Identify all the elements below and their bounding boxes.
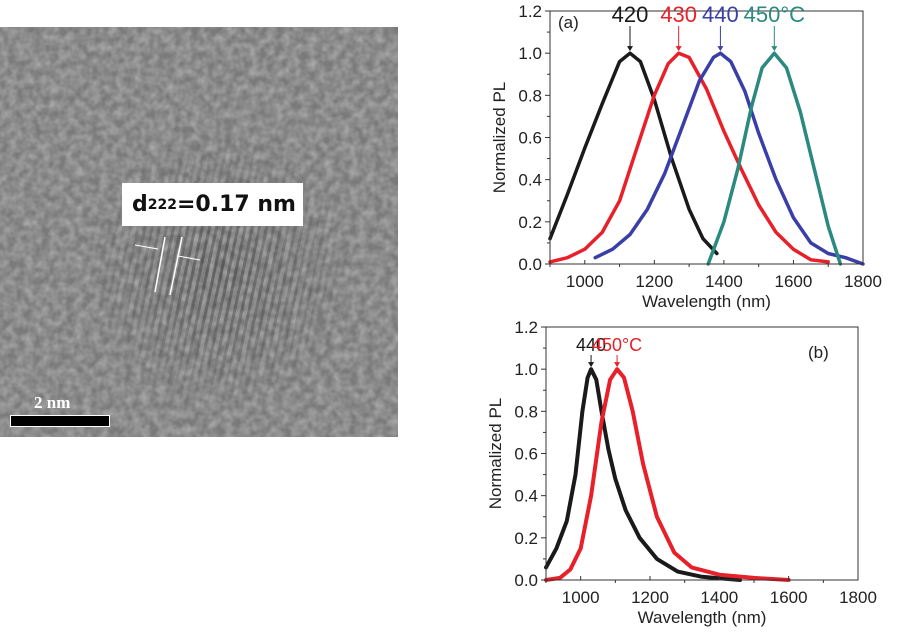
chart-b: 1000 1200 1400 1600 1800 0.0 0.2 0.4 0.6 0.8 1.0 1.… bbox=[486, 318, 877, 627]
y-tick-label: 0.6 bbox=[514, 445, 538, 464]
tem-micrograph: d 222 =0.17 nm 2 nm bbox=[0, 27, 398, 437]
y-tick-label: 1.2 bbox=[514, 318, 538, 337]
peak-annotation-label: 450°C bbox=[592, 335, 642, 355]
arrowhead-icon bbox=[588, 362, 595, 368]
chart-a: 1000 1200 1400 1600 1800 0.0 0.2 0.4 0.6 0.8 1.0 1.… bbox=[490, 2, 882, 311]
y-tick-label: 1.0 bbox=[518, 44, 542, 63]
peak-annotation-label: 440 bbox=[576, 335, 606, 355]
x-tick-label: 1000 bbox=[566, 272, 604, 291]
peak-annotation-label: 440 bbox=[702, 2, 739, 27]
peak-annotation-label: 450°C bbox=[744, 2, 806, 27]
lattice-marker-line bbox=[169, 236, 183, 296]
arrowhead-icon bbox=[717, 46, 724, 52]
scale-bar bbox=[10, 415, 110, 427]
x-tick-label: 1000 bbox=[562, 588, 600, 607]
tem-lattice-image bbox=[0, 27, 398, 437]
y-tick-label: 1.0 bbox=[514, 360, 538, 379]
y-tick-label: 1.2 bbox=[518, 2, 542, 21]
arrowhead-icon bbox=[614, 362, 621, 368]
series-line-450C bbox=[706, 51, 843, 266]
plot-frame bbox=[545, 326, 859, 581]
plot-frame bbox=[549, 10, 864, 265]
d-spacing-label: d 222 =0.17 nm bbox=[122, 183, 303, 226]
arrowhead-icon bbox=[771, 46, 778, 52]
x-tick-label: 1600 bbox=[775, 272, 813, 291]
arrowhead-icon bbox=[626, 46, 633, 52]
y-tick-label: 0.2 bbox=[518, 213, 542, 232]
y-tick-label: 0.2 bbox=[514, 529, 538, 548]
series-line-420 bbox=[548, 51, 719, 256]
series-line-440 bbox=[544, 367, 743, 582]
x-tick-label: 1800 bbox=[839, 588, 877, 607]
series-line-450C bbox=[544, 367, 791, 582]
miller-index: 222 bbox=[147, 196, 177, 213]
d-symbol: d bbox=[132, 192, 148, 217]
peak-annotation-label: 420 bbox=[612, 2, 649, 27]
y-axis-label: Normalized PL bbox=[490, 82, 509, 194]
y-tick-label: 0.0 bbox=[518, 255, 542, 274]
arrowhead-icon bbox=[675, 46, 682, 52]
x-axis-label: Wavelength (nm) bbox=[638, 608, 767, 627]
y-tick-label: 0.4 bbox=[514, 487, 538, 506]
d-value: =0.17 nm bbox=[176, 192, 296, 217]
panel-label: (b) bbox=[808, 343, 829, 362]
series-line-440 bbox=[593, 51, 865, 266]
y-tick-label: 0.8 bbox=[518, 86, 542, 105]
y-tick-label: 0.4 bbox=[518, 171, 542, 190]
y-tick-label: 0.6 bbox=[518, 129, 542, 148]
x-tick-label: 1800 bbox=[844, 272, 882, 291]
y-axis-label: Normalized PL bbox=[486, 398, 505, 510]
y-tick-label: 0.8 bbox=[514, 402, 538, 421]
x-tick-label: 1200 bbox=[635, 272, 673, 291]
x-tick-label: 1400 bbox=[700, 588, 738, 607]
lattice-marker-line bbox=[154, 236, 166, 293]
arrow-left-icon bbox=[134, 244, 159, 250]
y-tick-label: 0.0 bbox=[514, 571, 538, 590]
arrow-right-icon bbox=[177, 255, 201, 261]
scale-bar-label: 2 nm bbox=[34, 393, 71, 412]
x-tick-label: 1200 bbox=[631, 588, 669, 607]
x-tick-label: 1400 bbox=[705, 272, 743, 291]
series-line-430 bbox=[548, 51, 830, 264]
panel-label: (a) bbox=[558, 13, 579, 32]
x-tick-label: 1600 bbox=[770, 588, 808, 607]
peak-annotation-label: 430 bbox=[660, 2, 697, 27]
x-axis-label: Wavelength (nm) bbox=[642, 292, 771, 311]
